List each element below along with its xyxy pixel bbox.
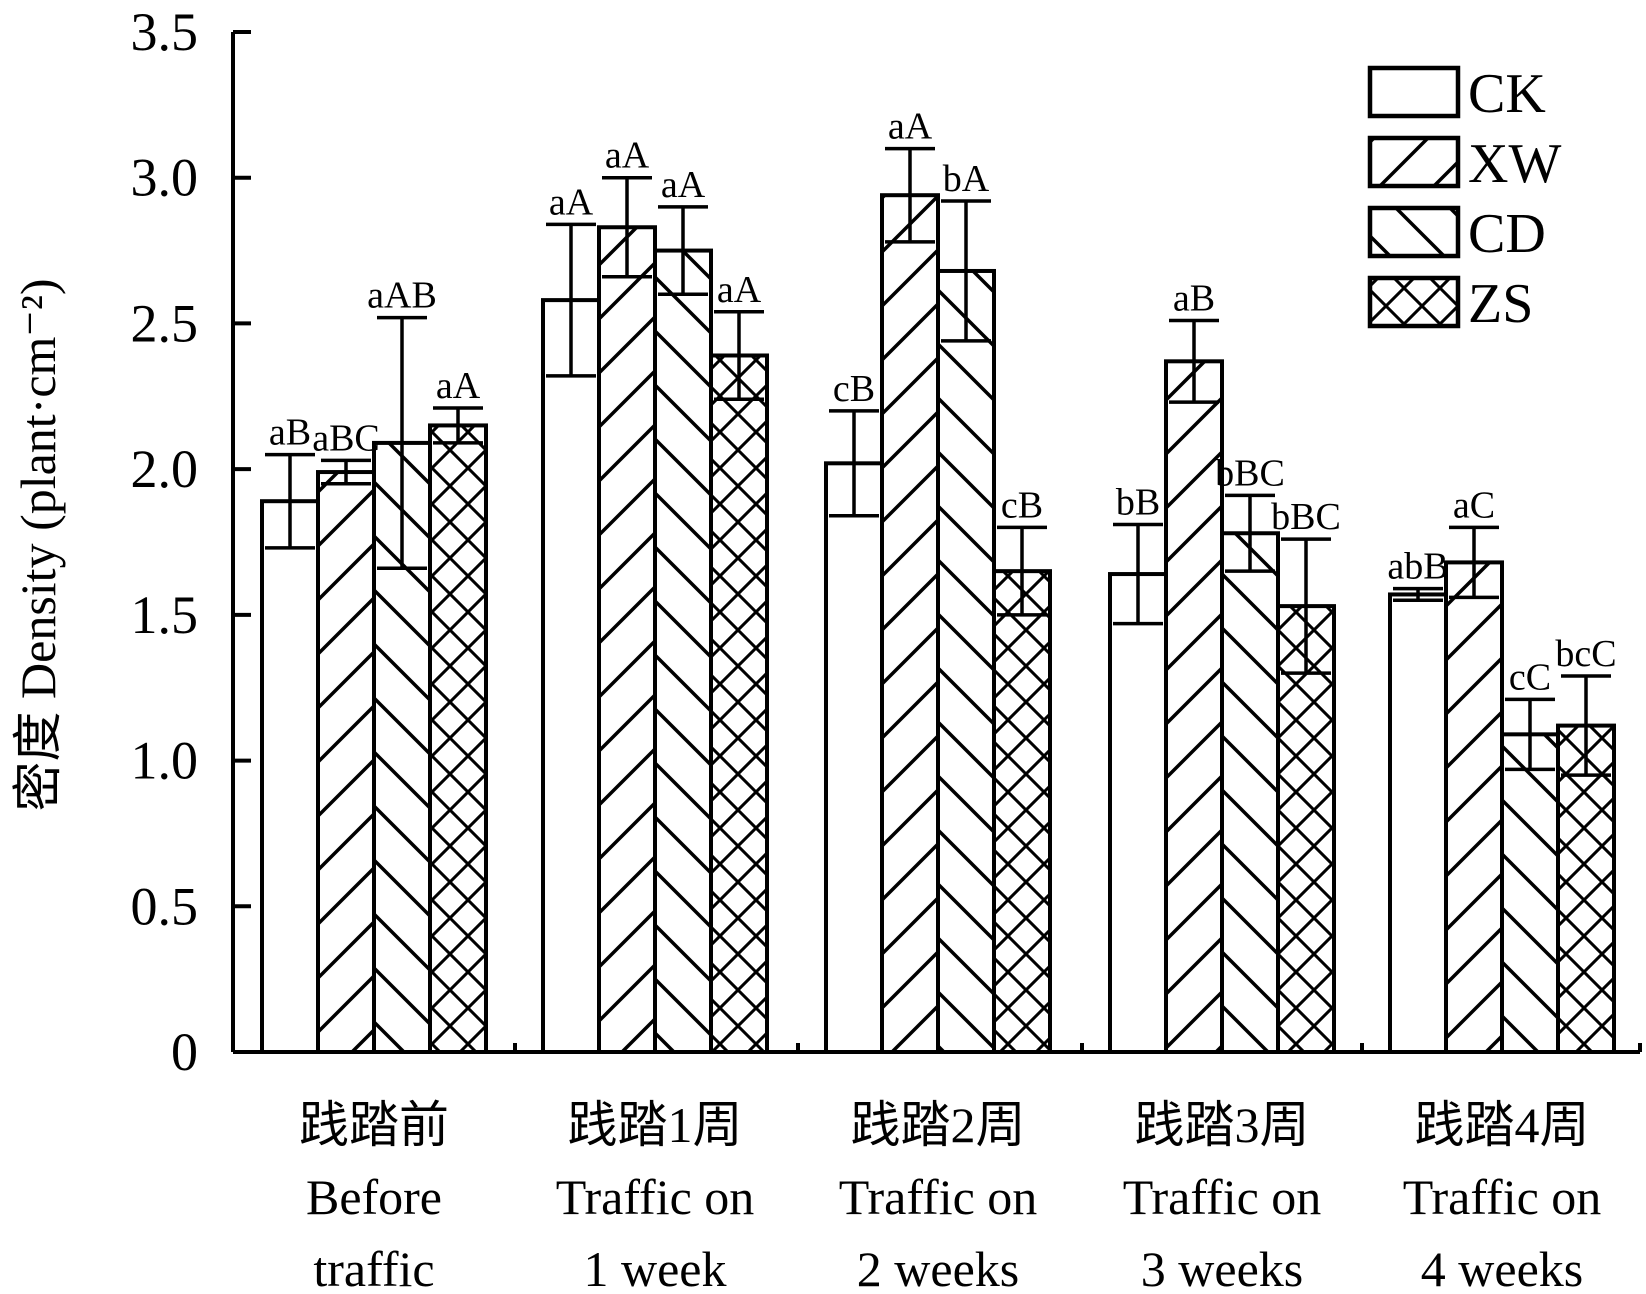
plot-area: 0 0.5 1.0 1.5 2.0 2.5 3.0 3.5 aB aA cB bB abB aBC aA aA… xyxy=(131,2,1642,1294)
legend-swatch-cd xyxy=(1367,205,1461,259)
bar-zs xyxy=(1276,604,1336,1054)
legend-entry-cd: CD xyxy=(1468,203,1546,265)
y-tick-label: 3.5 xyxy=(131,2,199,62)
bar-zs xyxy=(992,569,1052,1055)
x-tick-label: 1 week xyxy=(584,1241,727,1294)
data-label: bB xyxy=(1116,482,1160,524)
y-tick-label: 2.0 xyxy=(131,439,199,499)
data-label: aC xyxy=(1453,484,1495,526)
bar-cd xyxy=(936,268,996,1054)
data-label: bA xyxy=(943,158,990,200)
x-tick-label: traffic xyxy=(313,1241,434,1294)
data-label: aBC xyxy=(312,417,380,459)
legend-swatch-ck xyxy=(1367,65,1461,119)
data-label: cB xyxy=(1001,484,1043,526)
x-tick-label: 践踏3周 xyxy=(1135,1097,1310,1153)
bar-ck xyxy=(1388,592,1448,1054)
data-label: aB xyxy=(1173,278,1215,320)
x-tick-label: Traffic on xyxy=(556,1169,755,1225)
bar-xw xyxy=(316,470,376,1054)
bar-xw xyxy=(1444,560,1504,1055)
bar-ck xyxy=(541,298,601,1055)
x-tick-label: Traffic on xyxy=(1123,1169,1322,1225)
legend-entry-zs: ZS xyxy=(1468,273,1533,335)
bar-zs xyxy=(709,353,769,1054)
legend-swatch-xw xyxy=(1367,135,1461,189)
bar-xw xyxy=(880,193,940,1054)
bar-cd xyxy=(1500,732,1560,1054)
x-tick-label: 践踏4周 xyxy=(1415,1097,1590,1153)
legend-entry-ck: CK xyxy=(1468,63,1546,125)
data-label: aAB xyxy=(367,275,437,317)
data-label: abB xyxy=(1387,546,1448,588)
y-tick-label: 1.0 xyxy=(131,731,199,791)
x-tick-label: 践踏1周 xyxy=(568,1097,743,1153)
bar-ck xyxy=(824,461,884,1055)
data-label: cC xyxy=(1509,656,1551,698)
bar-cd xyxy=(653,248,713,1055)
bar-zs xyxy=(1556,723,1616,1054)
data-label: aA xyxy=(436,365,481,407)
x-tick-label: Traffic on xyxy=(839,1169,1038,1225)
y-tick-label: 0.5 xyxy=(131,876,199,936)
bar-zs xyxy=(428,423,488,1054)
data-label: aB xyxy=(269,412,311,454)
x-tick-label: Before xyxy=(306,1169,442,1225)
y-tick-label: 1.5 xyxy=(131,585,199,645)
y-tick-label: 0 xyxy=(171,1022,198,1082)
x-tick-label: Traffic on xyxy=(1403,1169,1602,1225)
data-label: aA xyxy=(549,181,594,223)
data-label: aA xyxy=(717,269,762,311)
x-tick-label: 3 weeks xyxy=(1141,1241,1303,1294)
bar-xw xyxy=(1164,359,1224,1055)
data-label: cB xyxy=(833,368,875,410)
x-tick-label: 2 weeks xyxy=(857,1241,1019,1294)
legend-entry-xw: XW xyxy=(1468,133,1561,195)
x-tick-label: 践踏2周 xyxy=(851,1097,1026,1153)
y-axis-label: 密度 Density (plant·cm⁻²) xyxy=(10,279,66,812)
bar-xw xyxy=(597,225,657,1054)
bar-ck xyxy=(1108,572,1168,1054)
data-label: bcC xyxy=(1555,633,1616,675)
legend-swatch-zs xyxy=(1367,275,1461,329)
data-label: aA xyxy=(888,106,933,148)
bar-ck xyxy=(260,499,320,1054)
x-tick-label: 践踏前 xyxy=(299,1097,449,1153)
data-label: aA xyxy=(605,135,650,177)
data-label: bBC xyxy=(1215,452,1285,494)
y-tick-label: 3.0 xyxy=(131,148,199,208)
bar-cd xyxy=(1220,531,1280,1054)
x-tick-label: 4 weeks xyxy=(1421,1241,1583,1294)
data-label: bBC xyxy=(1271,496,1341,538)
data-label: aA xyxy=(661,164,706,206)
y-tick-label: 2.5 xyxy=(131,293,199,353)
legend: CK XW CD ZS xyxy=(1367,63,1561,335)
